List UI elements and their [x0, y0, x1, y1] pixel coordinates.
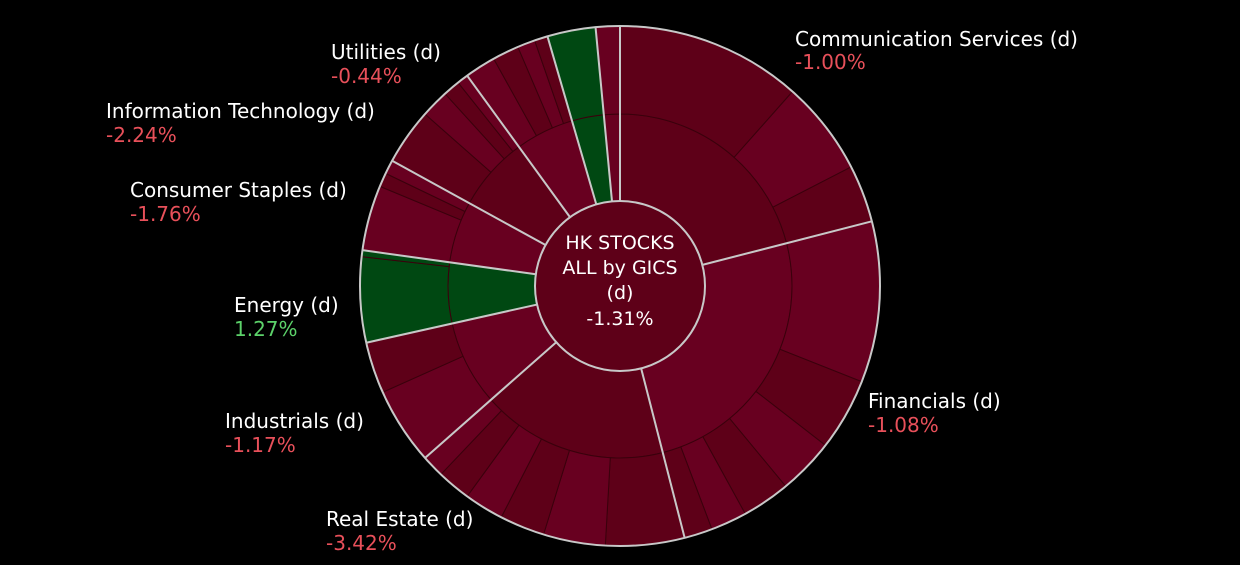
center-label: HK STOCKS ALL by GICS (d) -1.31%	[562, 232, 677, 330]
sector-change-industrials: -1.17%	[225, 433, 296, 457]
separator-information-technology	[391, 159, 546, 246]
sector-label-consumer-staples[interactable]: Consumer Staples (d)	[130, 178, 347, 202]
center-circle[interactable]	[534, 200, 706, 372]
sector-label-industrials[interactable]: Industrials (d)	[225, 409, 364, 433]
sector-label-communication-services[interactable]: Communication Services (d)	[795, 27, 1078, 51]
separator-health-care	[594, 27, 613, 202]
sector-change-communication-services: -1.00%	[795, 50, 866, 74]
sector-change-energy: 1.27%	[234, 317, 298, 341]
sector-label-financials[interactable]: Financials (d)	[868, 389, 1001, 413]
sector-label-information-technology[interactable]: Information Technology (d)	[106, 99, 375, 123]
sector-change-real-estate: -3.42%	[326, 531, 397, 555]
sector-change-utilities: -0.44%	[331, 64, 402, 88]
outer-border	[359, 25, 881, 547]
sunburst-rings	[359, 25, 881, 547]
separator-financials	[702, 220, 873, 266]
separator-consumer-staples	[362, 249, 536, 276]
separator-real-estate	[640, 368, 686, 539]
center-label-line1: HK STOCKS	[565, 232, 674, 254]
sector-label-energy[interactable]: Energy (d)	[234, 293, 339, 317]
sector-change-consumer-staples: -1.76%	[130, 202, 201, 226]
center-label-line3: (d)	[607, 282, 634, 304]
sector-labels: Communication Services (d) -1.00% Financ…	[106, 27, 1078, 555]
sector-label-utilities[interactable]: Utilities (d)	[331, 40, 441, 64]
separator-materials	[546, 36, 598, 205]
separator-industrials	[424, 341, 557, 459]
sector-change-financials: -1.08%	[868, 413, 939, 437]
sector-label-real-estate[interactable]: Real Estate (d)	[326, 507, 473, 531]
sector-separators	[362, 26, 873, 539]
center-label-value: -1.31%	[586, 308, 653, 330]
separator-energy	[366, 303, 538, 344]
separator-utilities	[466, 75, 571, 218]
center-label-line2: ALL by GICS	[562, 257, 677, 279]
sector-change-information-technology: -2.24%	[106, 123, 177, 147]
